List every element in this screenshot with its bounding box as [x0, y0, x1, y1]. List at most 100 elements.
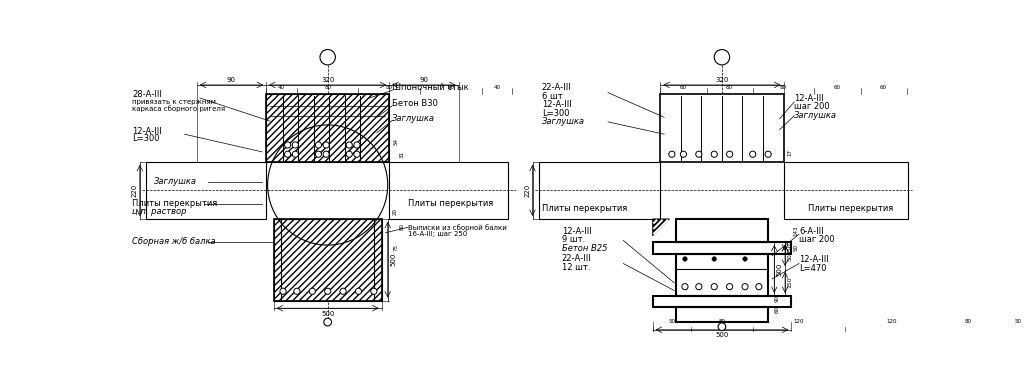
Text: 28-А-III: 28-А-III: [132, 90, 162, 99]
Text: 80: 80: [399, 223, 404, 230]
Circle shape: [346, 151, 352, 157]
Text: 500: 500: [715, 332, 729, 338]
Circle shape: [340, 288, 346, 294]
Bar: [652, 296, 792, 307]
Text: Плиты перекрытия: Плиты перекрытия: [542, 203, 627, 213]
Bar: [676, 254, 768, 296]
Circle shape: [354, 142, 360, 148]
Text: Плиты перекрытия: Плиты перекрытия: [808, 203, 893, 213]
Text: 22-А-III: 22-А-III: [542, 83, 571, 92]
Text: привязать к стержням: привязать к стержням: [132, 99, 216, 105]
Text: ц.п. раствор: ц.п. раствор: [132, 208, 186, 217]
Bar: [273, 219, 382, 301]
Text: L=300: L=300: [132, 134, 160, 143]
Text: Заглушка: Заглушка: [542, 117, 585, 126]
Text: 31: 31: [399, 151, 404, 158]
Text: 9 шт.: 9 шт.: [562, 235, 585, 244]
Circle shape: [285, 142, 291, 148]
Circle shape: [294, 288, 300, 294]
Text: 80: 80: [386, 85, 393, 90]
Bar: [389, 162, 508, 219]
Text: 17: 17: [787, 149, 793, 156]
Circle shape: [315, 151, 322, 157]
Circle shape: [669, 151, 675, 157]
Text: шаг 200: шаг 200: [795, 102, 829, 111]
Bar: [266, 94, 389, 162]
Circle shape: [742, 257, 748, 261]
Text: 80: 80: [780, 85, 787, 90]
Bar: [273, 219, 382, 301]
Text: Плиты перекрытия: Плиты перекрытия: [132, 199, 217, 208]
Text: 150: 150: [787, 277, 793, 288]
Text: 40: 40: [494, 85, 501, 90]
Text: каркаса сборного ригеля: каркаса сборного ригеля: [132, 105, 225, 112]
Circle shape: [280, 288, 286, 294]
Text: 60: 60: [834, 85, 841, 90]
Text: Плиты перекрытия: Плиты перекрытия: [408, 199, 493, 208]
Text: Бетон В25: Бетон В25: [562, 243, 607, 253]
Circle shape: [742, 283, 749, 290]
Text: 60: 60: [726, 85, 733, 90]
Circle shape: [712, 257, 717, 261]
Text: 80: 80: [719, 319, 725, 324]
Text: 60: 60: [880, 85, 887, 90]
Circle shape: [315, 142, 322, 148]
Text: Заглушка: Заглушка: [154, 177, 197, 187]
Circle shape: [711, 283, 717, 290]
Circle shape: [292, 151, 298, 157]
Text: 50: 50: [669, 319, 676, 324]
Text: 80: 80: [965, 319, 972, 324]
Text: Выписки из сборной балки: Выписки из сборной балки: [408, 224, 507, 231]
Text: 500: 500: [776, 262, 782, 276]
Circle shape: [324, 318, 332, 326]
Text: 6 шт: 6 шт: [542, 92, 562, 101]
Text: 6-А-III: 6-А-III: [799, 227, 823, 236]
Text: 80: 80: [447, 85, 455, 90]
Text: шаг 200: шаг 200: [799, 235, 835, 244]
Text: 143: 143: [794, 225, 799, 236]
Circle shape: [711, 151, 717, 157]
Text: 12-А-III: 12-А-III: [799, 255, 828, 264]
Circle shape: [323, 142, 330, 148]
Circle shape: [727, 151, 733, 157]
Text: Шпоночный стык: Шпоночный стык: [392, 83, 469, 92]
Text: L=470: L=470: [799, 264, 826, 273]
Text: 320: 320: [715, 77, 729, 83]
Bar: [652, 242, 792, 254]
Text: 80: 80: [325, 85, 331, 90]
Text: 12-А-III: 12-А-III: [542, 101, 571, 110]
Circle shape: [714, 49, 730, 65]
Text: 12-А-III: 12-А-III: [132, 127, 162, 136]
Circle shape: [355, 288, 361, 294]
Circle shape: [323, 151, 330, 157]
Text: 500: 500: [321, 310, 335, 316]
Circle shape: [695, 283, 701, 290]
Circle shape: [325, 288, 331, 294]
Text: 90: 90: [420, 77, 428, 83]
Text: Сборная ж/б балка: Сборная ж/б балка: [132, 237, 216, 246]
Bar: [660, 94, 783, 162]
Text: 54: 54: [393, 138, 398, 145]
Text: 22-А-III: 22-А-III: [562, 254, 592, 263]
Circle shape: [756, 283, 762, 290]
Text: 20: 20: [393, 208, 398, 215]
Text: 500: 500: [787, 250, 793, 261]
Text: 2: 2: [718, 52, 726, 62]
Circle shape: [718, 323, 726, 331]
Text: 320: 320: [321, 77, 335, 83]
Text: 1: 1: [324, 52, 332, 62]
Text: 60: 60: [774, 306, 779, 313]
Text: 90: 90: [227, 77, 236, 83]
Text: 90: 90: [774, 295, 779, 302]
Text: 40: 40: [278, 85, 285, 90]
Circle shape: [309, 288, 315, 294]
Circle shape: [682, 283, 688, 290]
Text: 220: 220: [524, 184, 530, 197]
Text: 120: 120: [886, 319, 897, 324]
Polygon shape: [652, 219, 670, 236]
Bar: [783, 162, 908, 219]
Bar: [146, 162, 266, 219]
Text: 220: 220: [131, 184, 137, 197]
Circle shape: [319, 49, 336, 65]
Text: 50: 50: [794, 244, 799, 251]
